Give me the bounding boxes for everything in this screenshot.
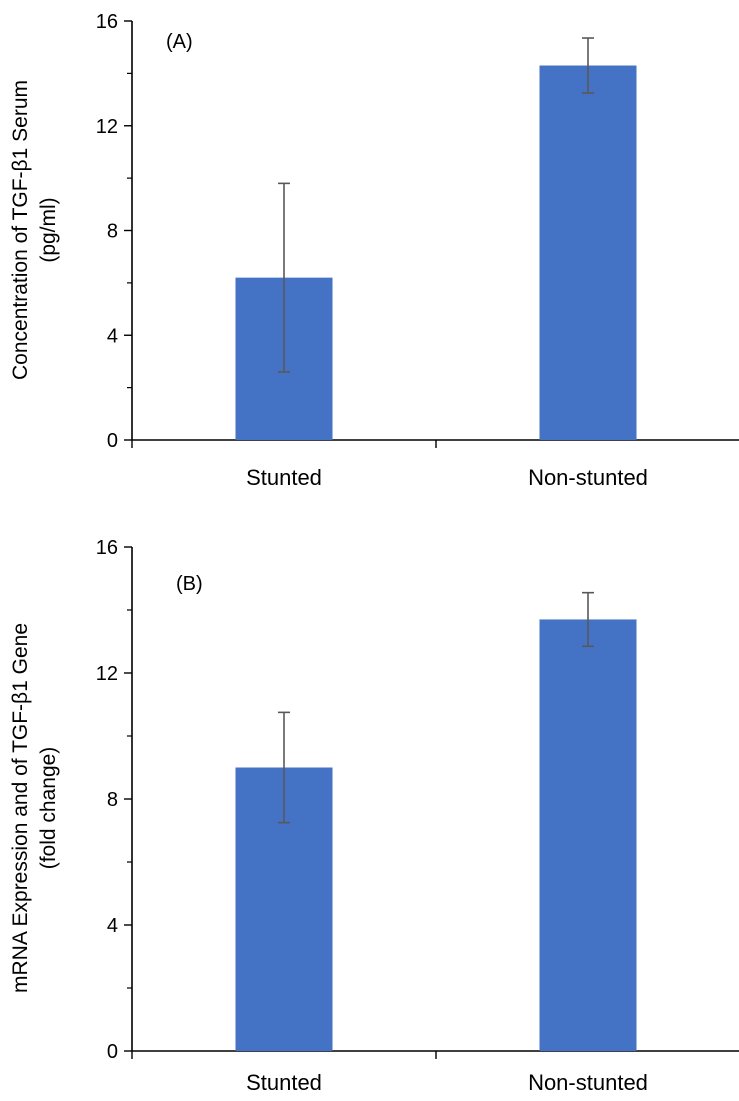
x-category-label: Stunted	[246, 465, 322, 490]
y-tick-label: 4	[107, 915, 118, 937]
y-tick-label: 8	[107, 221, 118, 243]
y-tick-label: 16	[96, 11, 118, 33]
y-axis-title-line2: (pg/ml)	[37, 197, 60, 262]
panel-label: (A)	[166, 31, 193, 53]
plot-area: 0 4 8 12 16 Stunted Non-stunted	[96, 537, 739, 1095]
y-tick-label: 12	[96, 116, 118, 138]
bar-non-stunted	[539, 65, 637, 441]
y-tick-label: 4	[107, 325, 118, 347]
bar-non-stunted	[539, 619, 637, 1051]
y-tick-label: 16	[96, 537, 118, 559]
plot-area: 0 4 8 12 16 Stunted Non-stunted	[96, 11, 739, 490]
y-tick-label: 0	[107, 430, 118, 452]
y-tick-label: 12	[96, 663, 118, 685]
chart-panel-b: mRNA Expression and of TGF-β1 Gene (fold…	[9, 537, 739, 1095]
chart-panel-a: Concentration of TGF-β1 Serum (pg/ml) (A…	[9, 11, 739, 490]
y-tick-label: 0	[107, 1041, 118, 1063]
y-axis-title-line1: mRNA Expression and of TGF-β1 Gene	[9, 623, 32, 993]
x-category-label: Non-stunted	[528, 465, 648, 490]
x-category-label: Non-stunted	[528, 1070, 648, 1095]
y-axis-title-line1: Concentration of TGF-β1 Serum	[9, 80, 32, 380]
panel-label: (B)	[176, 573, 203, 595]
y-axis-title-line2: (fold change)	[37, 747, 60, 870]
x-category-label: Stunted	[246, 1070, 322, 1095]
y-tick-label: 8	[107, 789, 118, 811]
